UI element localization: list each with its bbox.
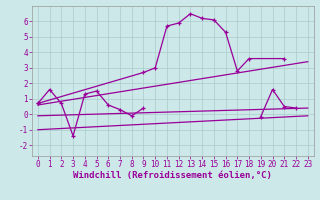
X-axis label: Windchill (Refroidissement éolien,°C): Windchill (Refroidissement éolien,°C): [73, 171, 272, 180]
